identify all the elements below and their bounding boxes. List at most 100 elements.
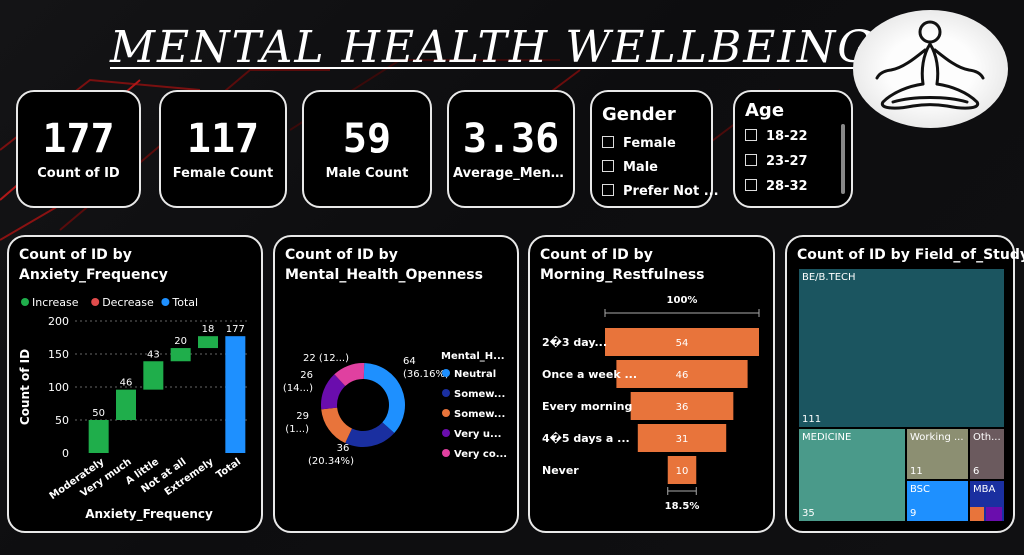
data-label: 64 xyxy=(403,356,416,367)
treemap-cell[interactable]: Oth... 6 xyxy=(970,429,1004,479)
treemap-cell-label: Oth... xyxy=(973,432,1001,443)
data-label: 22 (12...) xyxy=(303,353,349,364)
legend-marker xyxy=(442,389,450,397)
data-label: 36 xyxy=(337,443,350,454)
slicer-option-male[interactable]: Male xyxy=(602,160,658,175)
slicer-scrollbar[interactable] xyxy=(841,124,845,194)
openness-donut-chart[interactable]: Count of ID by Mental_Health_Openness 64… xyxy=(273,235,519,533)
data-label: 10 xyxy=(676,466,689,477)
slicer-title: Age xyxy=(745,100,785,121)
treemap-cell[interactable]: MBA xyxy=(970,481,1004,521)
treemap-cell-label: BSC xyxy=(910,484,931,495)
legend-marker xyxy=(161,298,170,306)
field-of-study-treemap[interactable]: Count of ID by Field_of_Study BE/B.TECH 1… xyxy=(785,235,1024,533)
funnel-svg: 100% 54 2�3 day... 46 Once a week ... 36 Every… xyxy=(542,295,760,512)
data-label: 26 xyxy=(300,370,313,381)
checkbox[interactable] xyxy=(602,184,614,196)
waterfall-bar xyxy=(225,336,246,453)
kpi-label: Count of ID xyxy=(37,166,120,181)
donut-svg: 64 (36.16%) 36 (20.34%) 29 (1...) 26 (14...) 22 … xyxy=(283,351,507,467)
data-label: 46 xyxy=(676,370,689,381)
donut-slice xyxy=(363,363,405,434)
treemap-subcell xyxy=(986,507,1002,521)
checkbox[interactable] xyxy=(602,136,614,148)
funnel-bar xyxy=(667,456,697,484)
legend-marker xyxy=(21,298,29,306)
treemap-cell-label: MEDICINE xyxy=(802,432,852,443)
data-label: (36.16%) xyxy=(403,369,449,380)
data-label: 18 xyxy=(202,324,215,335)
funnel-top-percent: 100% xyxy=(667,295,698,306)
meditation-icon xyxy=(875,20,985,110)
waterfall-bar xyxy=(170,348,191,362)
anxiety-waterfall-chart[interactable]: Count of ID by Anxiety_Frequency Increas… xyxy=(7,235,263,533)
treemap-subcell xyxy=(970,507,984,521)
treemap-cell-value: 9 xyxy=(910,508,917,519)
treemap-cell-value: 6 xyxy=(973,466,980,477)
restfulness-funnel-chart[interactable]: Count of ID by Morning_Restfulness 100% 5… xyxy=(528,235,775,533)
legend-label: Increase xyxy=(32,296,79,309)
donut-slice xyxy=(321,374,346,410)
kpi-male-count[interactable]: 59 Male Count xyxy=(302,90,432,208)
kpi-label: Female Count xyxy=(172,166,274,181)
meditation-logo xyxy=(853,10,1008,128)
slicer-option-28-32[interactable]: 28-32 xyxy=(745,179,808,194)
treemap-cell[interactable]: Working ... 11 xyxy=(907,429,968,479)
checkbox[interactable] xyxy=(602,160,614,172)
waterfall-bar xyxy=(143,361,164,390)
data-label: 54 xyxy=(676,338,689,349)
legend-marker xyxy=(91,298,100,306)
data-label: 20 xyxy=(174,336,187,347)
category-label: 4�5 days a ... xyxy=(542,431,630,445)
x-tick-label: Total xyxy=(214,456,243,481)
funnel-bar xyxy=(637,424,727,452)
chart-title: Count of ID by Morning_Restfulness xyxy=(540,247,705,283)
donut-slice xyxy=(321,407,352,444)
y-axis-label: Count of ID xyxy=(18,349,32,425)
treemap-cell-label: BE/B.TECH xyxy=(802,272,856,283)
treemap-cell-label: Working ... xyxy=(910,432,964,443)
funnel-bar xyxy=(616,360,748,388)
category-label: Once a week ... xyxy=(542,368,637,381)
treemap-cell-value: 111 xyxy=(802,414,822,425)
treemap-area: BE/B.TECH 111 MEDICINE 35 Working ... 11 Oth..… xyxy=(799,269,1004,521)
kpi-label: Male Count xyxy=(325,166,409,181)
legend-marker xyxy=(442,449,450,457)
data-label: 29 xyxy=(296,411,309,422)
legend-label: Somew... xyxy=(454,389,505,400)
data-label: 36 xyxy=(676,402,689,413)
checkbox[interactable] xyxy=(745,179,757,191)
treemap-cell[interactable]: MEDICINE 35 xyxy=(799,429,905,521)
treemap-cell[interactable]: BSC 9 xyxy=(907,481,968,521)
checkbox[interactable] xyxy=(745,154,757,166)
checkbox[interactable] xyxy=(745,129,757,141)
treemap-cell[interactable]: BE/B.TECH 111 xyxy=(799,269,1004,427)
kpi-value: 177 xyxy=(42,116,115,162)
chart-title: Count of ID by Field_of_Study xyxy=(797,247,1024,263)
age-slicer[interactable]: Age 18-22 23-27 28-32 xyxy=(733,90,853,208)
treemap-cell-label: MBA xyxy=(973,484,996,495)
y-tick-label: 50 xyxy=(55,414,69,427)
gender-slicer[interactable]: Gender Female Male Prefer Not ... xyxy=(590,90,719,208)
slicer-option-23-27[interactable]: 23-27 xyxy=(745,154,808,169)
legend-label: Very u... xyxy=(454,429,501,440)
kpi-count-of-id[interactable]: 177 Count of ID xyxy=(16,90,141,208)
slicer-title: Gender xyxy=(602,104,676,125)
data-label: (1...) xyxy=(285,424,309,435)
data-label: (14...) xyxy=(283,383,313,394)
x-axis-label: Anxiety_Frequency xyxy=(85,507,213,522)
slicer-option-female[interactable]: Female xyxy=(602,136,676,151)
legend-label: Total xyxy=(171,296,198,309)
y-tick-label: 150 xyxy=(48,348,69,361)
data-label: 31 xyxy=(676,434,689,445)
slicer-option-prefer-not[interactable]: Prefer Not ... xyxy=(602,184,719,199)
donut-slice xyxy=(334,363,365,386)
slicer-option-18-22[interactable]: 18-22 xyxy=(745,129,808,144)
treemap-cell-value: 11 xyxy=(910,466,923,477)
funnel-bar xyxy=(630,392,734,420)
y-tick-label: 100 xyxy=(48,381,69,394)
data-label: 177 xyxy=(226,324,245,335)
kpi-female-count[interactable]: 117 Female Count xyxy=(159,90,287,208)
chart-title: Count of ID by Mental_Health_Openness xyxy=(285,247,483,283)
kpi-average-mental[interactable]: 3.36 Average_Mental_... xyxy=(447,90,575,208)
